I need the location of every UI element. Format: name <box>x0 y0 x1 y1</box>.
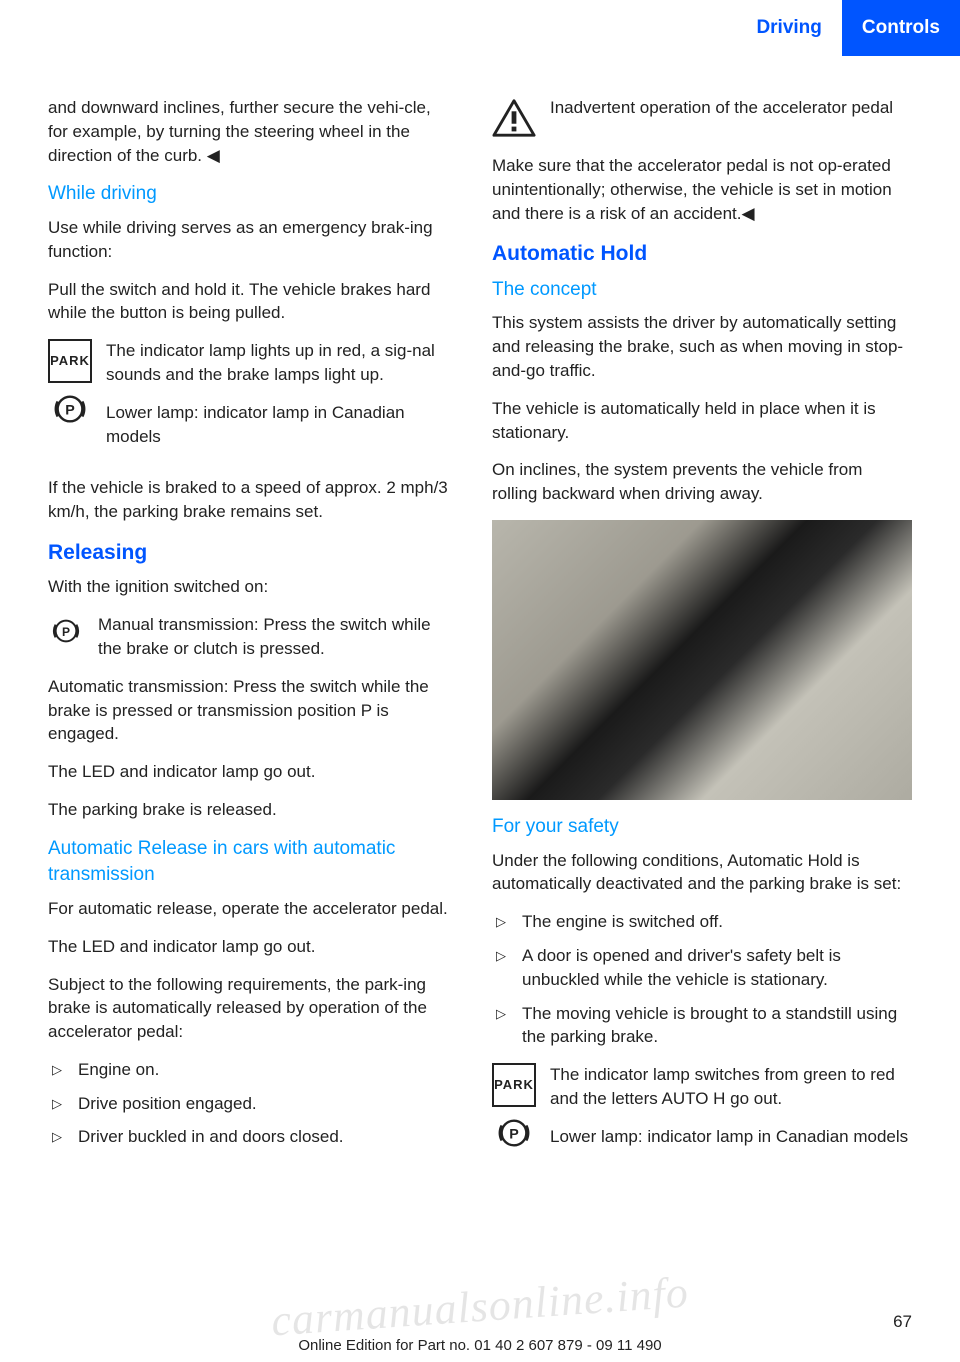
left-column: and downward inclines, further secure th… <box>48 96 452 1177</box>
release-text: Manual transmission: Press the switch wh… <box>98 613 452 661</box>
svg-text:P: P <box>62 625 70 639</box>
rel-p3: The LED and indicator lamp go out. <box>48 760 452 784</box>
concept-p1: This system assists the driver by automa… <box>492 311 912 382</box>
auto-p2: The LED and indicator lamp go out. <box>48 935 452 959</box>
list-item: Drive position engaged. <box>52 1092 452 1116</box>
concept-p2: The vehicle is automatically held in pla… <box>492 397 912 445</box>
safety-indicator-block: PARK P The indicator lamp switches from … <box>492 1063 912 1162</box>
heading-auto-hold: Automatic Hold <box>492 239 912 268</box>
page-number: 67 <box>893 1312 912 1332</box>
safety-text-1: The indicator lamp switches from green t… <box>550 1063 912 1111</box>
heading-safety: For your safety <box>492 814 912 841</box>
p-circled-icon-small: P <box>48 613 84 649</box>
page-content: and downward inclines, further secure th… <box>0 56 960 1177</box>
list-item: The moving vehicle is brought to a stand… <box>496 1002 912 1050</box>
heading-auto-release: Automatic Release in cars with automatic… <box>48 836 452 889</box>
svg-text:P: P <box>65 403 75 419</box>
park-indicator-block: PARK P The indicator lamp lights up in r… <box>48 339 452 462</box>
safety-p1: Under the following conditions, Automati… <box>492 849 912 897</box>
header-tabs: Driving Controls <box>0 0 960 56</box>
auto-p3: Subject to the following requirements, t… <box>48 973 452 1044</box>
park-icons: PARK P <box>48 339 92 431</box>
footer-line: Online Edition for Part no. 01 40 2 607 … <box>0 1337 960 1354</box>
warning-icon <box>492 96 536 140</box>
console-photo <box>492 520 912 800</box>
list-item: Engine on. <box>52 1058 452 1082</box>
auto-p1: For automatic release, operate the accel… <box>48 897 452 921</box>
release-block: P Manual transmission: Press the switch … <box>48 613 452 661</box>
p-circled-icon: P <box>492 1111 536 1155</box>
rel-p1: With the ignition switched on: <box>48 575 452 599</box>
while-p2: Pull the switch and hold it. The vehicle… <box>48 278 452 326</box>
safety-icons: PARK P <box>492 1063 536 1155</box>
rel-p4: The parking brake is released. <box>48 798 452 822</box>
tab-driving: Driving <box>736 0 841 56</box>
park-text-icon: PARK <box>492 1063 536 1107</box>
warning-block: Inadvertent operation of the accelerator… <box>492 96 912 140</box>
list-item: Driver buckled in and doors closed. <box>52 1125 452 1149</box>
safety-text-2: Lower lamp: indicator lamp in Canadian m… <box>550 1125 912 1149</box>
park-indicator-text: The indicator lamp lights up in red, a s… <box>106 339 452 462</box>
park-text-2: Lower lamp: indicator lamp in Canadian m… <box>106 401 452 449</box>
tab-controls: Controls <box>842 0 960 56</box>
heading-releasing: Releasing <box>48 538 452 567</box>
park-text-1: The indicator lamp lights up in red, a s… <box>106 339 452 387</box>
while-p1: Use while driving serves as an emergency… <box>48 216 452 264</box>
concept-p3: On inclines, the system prevents the veh… <box>492 458 912 506</box>
heading-concept: The concept <box>492 277 912 304</box>
list-item: The engine is switched off. <box>496 910 912 934</box>
safety-indicator-text: The indicator lamp switches from green t… <box>550 1063 912 1162</box>
rel-p2: Automatic transmission: Press the switch… <box>48 675 452 746</box>
svg-text:P: P <box>509 1127 519 1143</box>
intro-text: and downward inclines, further secure th… <box>48 96 452 167</box>
park-text-icon: PARK <box>48 339 92 383</box>
warning-body: Make sure that the accelerator pedal is … <box>492 154 912 225</box>
warning-title: Inadvertent operation of the accelerator… <box>550 96 912 120</box>
while-p3: If the vehicle is braked to a speed of a… <box>48 476 452 524</box>
list-item: A door is opened and driver's safety bel… <box>496 944 912 992</box>
watermark: carmanualsonline.info <box>270 1266 691 1346</box>
right-column: Inadvertent operation of the accelerator… <box>492 96 912 1177</box>
safety-list: The engine is switched off. A door is op… <box>492 910 912 1049</box>
auto-list: Engine on. Drive position engaged. Drive… <box>48 1058 452 1149</box>
p-circled-icon: P <box>48 387 92 431</box>
heading-while-driving: While driving <box>48 181 452 208</box>
